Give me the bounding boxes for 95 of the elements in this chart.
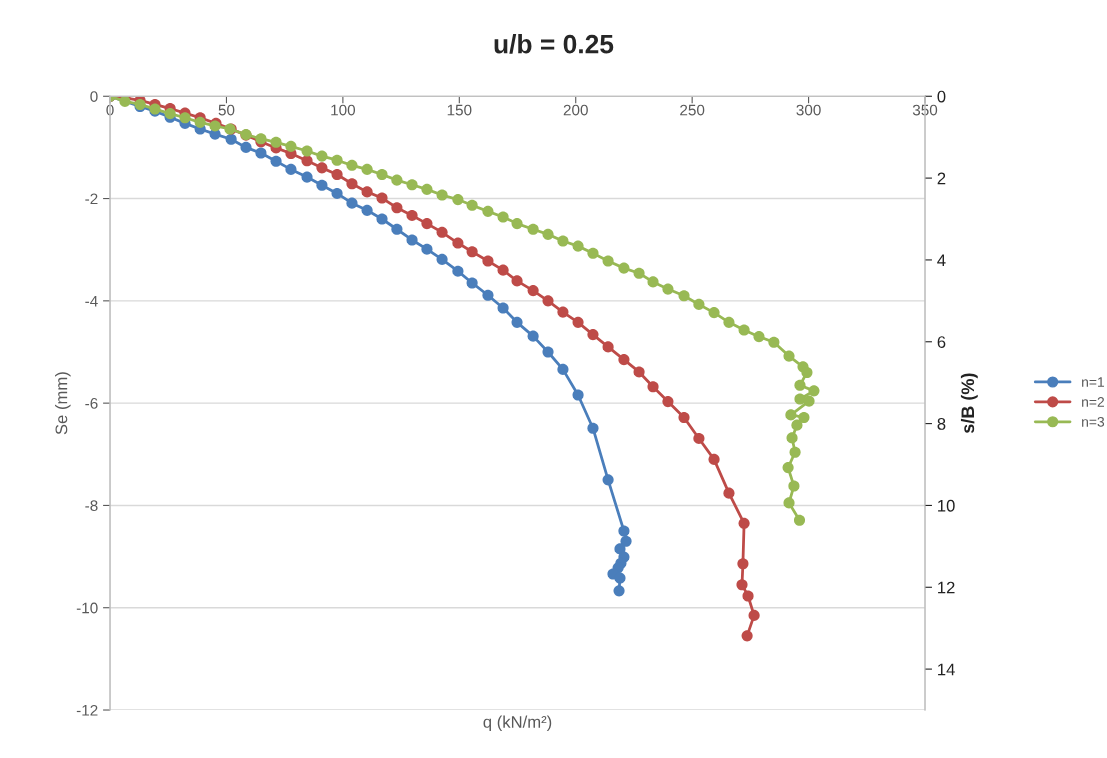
point: [406, 234, 418, 246]
point: [301, 155, 313, 167]
x-axis-title: q (kN/m²): [483, 715, 552, 732]
point: [240, 141, 252, 153]
point: [572, 316, 584, 328]
point: [542, 295, 554, 307]
legend-label: n=1: [1082, 377, 1105, 387]
point: [331, 187, 343, 199]
y-tick-label: -8: [85, 500, 98, 512]
x-tick-label: 50: [218, 104, 235, 116]
y-tick-label: -2: [85, 193, 98, 205]
point: [738, 517, 750, 529]
point: [736, 579, 748, 591]
point: [482, 289, 494, 301]
chart-title: u/b = 0.25: [494, 34, 614, 54]
y2-tick-label: 12: [938, 581, 955, 594]
point: [482, 255, 494, 267]
point: [331, 168, 343, 181]
point: [572, 389, 584, 401]
point: [662, 396, 674, 408]
point: [436, 253, 448, 265]
point: [511, 275, 523, 287]
point: [613, 585, 625, 597]
point: [361, 186, 373, 198]
point: [614, 572, 626, 584]
point: [346, 197, 358, 209]
y-tick-label: -6: [85, 398, 98, 409]
point: [620, 535, 632, 547]
point: [748, 609, 760, 621]
point: [527, 330, 539, 342]
point: [391, 223, 403, 235]
x-tick-label: 200: [563, 104, 588, 116]
x-tick-label: 150: [447, 104, 472, 116]
point: [376, 213, 388, 225]
point: [497, 302, 509, 314]
point: [421, 243, 433, 255]
point: [587, 329, 599, 341]
point: [497, 264, 509, 276]
point: [741, 630, 753, 642]
y2-tick-label: 14: [938, 663, 955, 676]
x-tick-label: 250: [680, 104, 705, 116]
point: [527, 285, 539, 297]
y2-tick-label: 6: [937, 336, 946, 348]
y2-axis-title: s/B (%): [960, 373, 978, 434]
x-tick-label: 300: [796, 104, 821, 116]
point: [618, 525, 630, 537]
y-tick-label: -12: [76, 704, 98, 716]
point: [316, 179, 328, 191]
point: [466, 277, 478, 289]
point: [602, 341, 614, 353]
y-tick-label: 0: [90, 91, 98, 102]
point: [346, 178, 358, 190]
point: [270, 155, 282, 167]
x-tick-label: 100: [331, 104, 356, 116]
point: [255, 147, 267, 159]
point: [647, 381, 659, 393]
y-axis-title: Se (mm): [55, 372, 71, 435]
x-tick-label: 0: [106, 104, 114, 116]
point: [376, 192, 388, 204]
point: [693, 432, 705, 444]
y2-tick-label: 2: [937, 172, 946, 185]
y2-tick-label: 10: [938, 499, 955, 512]
x-tick-label: 350: [912, 104, 938, 116]
point: [316, 162, 328, 174]
y2-tick-label: 4: [937, 254, 946, 266]
point: [391, 202, 403, 214]
legend-label: n=3: [1082, 416, 1105, 427]
point: [452, 265, 464, 277]
point: [542, 346, 554, 358]
point: [421, 218, 433, 230]
point: [633, 366, 645, 378]
point: [737, 558, 749, 570]
point: [723, 487, 735, 499]
point: [587, 422, 599, 434]
point: [742, 590, 754, 602]
point: [436, 226, 448, 238]
point: [678, 411, 690, 424]
y2-tick-label: 0: [937, 90, 946, 103]
y-tick-label: -4: [85, 295, 98, 307]
y-tick-label: -10: [76, 602, 98, 614]
point: [285, 163, 297, 175]
point: [708, 453, 720, 465]
point: [361, 204, 373, 216]
y2-tick-label: 8: [937, 418, 946, 430]
point: [225, 133, 237, 145]
point: [557, 306, 569, 318]
point: [406, 209, 418, 221]
point: [466, 246, 478, 258]
point: [301, 171, 313, 183]
point: [618, 354, 630, 366]
legend-label: n=2: [1082, 397, 1104, 407]
point: [511, 316, 523, 328]
point: [602, 474, 614, 486]
point: [557, 363, 569, 375]
point: [452, 237, 464, 249]
